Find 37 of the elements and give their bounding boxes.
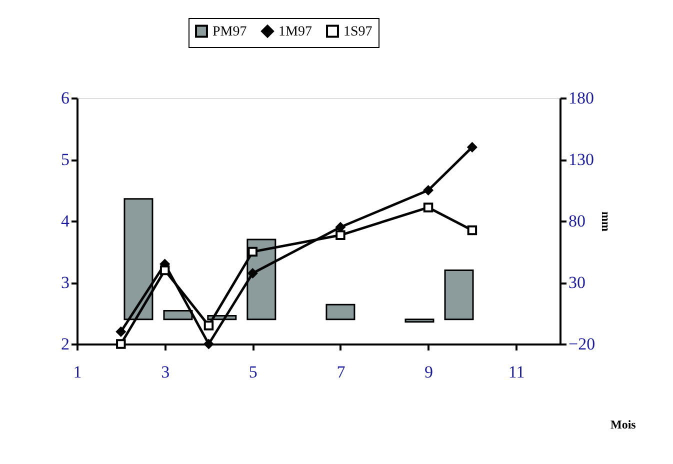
point — [160, 265, 170, 276]
point — [467, 225, 478, 236]
point — [204, 339, 214, 349]
point — [116, 339, 126, 349]
legend-label: PM97 — [212, 24, 247, 40]
bar — [404, 318, 434, 323]
x-axis-title: Mois — [610, 418, 636, 432]
point — [423, 185, 434, 196]
y2-tick-label: −20 — [568, 334, 596, 354]
y2-tick-label: 30 — [568, 273, 586, 292]
bar — [163, 310, 193, 320]
point — [248, 246, 258, 257]
point — [467, 142, 478, 152]
y2-tick-label: 180 — [568, 88, 594, 108]
y-tick-label: 5 — [61, 150, 70, 169]
y-tick-label: 3 — [61, 273, 70, 292]
x-tick-label: 5 — [248, 362, 258, 382]
point — [336, 230, 346, 240]
y2-tick-label: 130 — [568, 150, 594, 169]
point — [116, 326, 126, 337]
point — [423, 202, 434, 212]
bar — [326, 304, 356, 320]
y-tick-label: 4 — [61, 212, 70, 230]
x-tick-label: 7 — [336, 362, 346, 382]
point — [204, 320, 214, 330]
x-tick-label: 1 — [73, 362, 82, 382]
y-tick-label: 2 — [61, 334, 70, 354]
bar — [444, 269, 474, 320]
legend-label: 1S97 — [344, 24, 372, 40]
x-tick-label: 11 — [508, 362, 525, 382]
legend-label: 1M97 — [278, 24, 312, 40]
y2-tick-label: 80 — [568, 212, 586, 230]
x-tick-label: 9 — [424, 362, 434, 382]
y2-axis-title: mm — [599, 212, 614, 232]
y-tick-label: 6 — [61, 88, 70, 108]
x-tick-label: 3 — [161, 362, 170, 382]
point — [248, 268, 258, 278]
